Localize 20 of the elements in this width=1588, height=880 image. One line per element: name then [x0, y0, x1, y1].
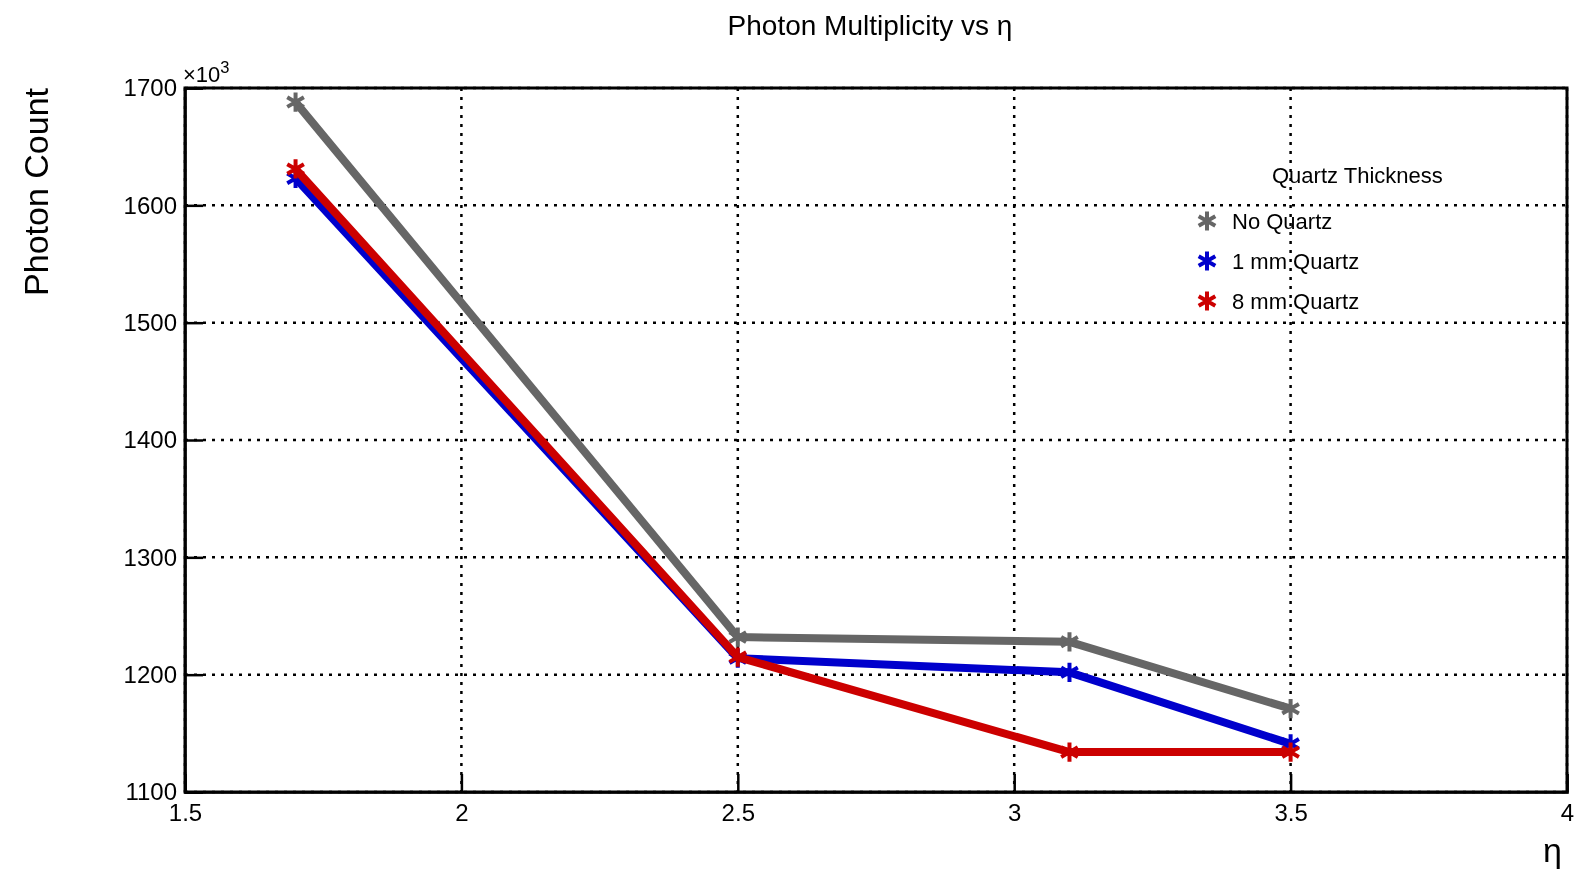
legend-label: No Quartz	[1232, 209, 1333, 234]
x-tick-label: 1.5	[168, 799, 203, 827]
y-tick-label: 1400	[123, 426, 177, 454]
legend-title: Quartz Thickness	[1272, 163, 1443, 188]
x-tick-label: 3	[1008, 799, 1022, 827]
y-tick-label: 1600	[123, 191, 177, 219]
x-tick-label: 2	[455, 799, 469, 827]
text: ×10$^{3}$	[183, 58, 230, 87]
y-tick-label: 1200	[123, 660, 177, 688]
y-axis-title: Photon Count	[17, 87, 55, 296]
x-tick-label: 4	[1560, 799, 1575, 827]
x-tick-label: 3.5	[1274, 799, 1308, 827]
chart-title: Photon Multiplicity vs η	[727, 10, 1013, 41]
legend-label: 8 mm Quartz	[1232, 289, 1360, 314]
y-tick-label: 1300	[123, 543, 177, 571]
y-tick-label: 1700	[123, 74, 177, 102]
x-tick-label: 2.5	[721, 799, 755, 827]
x-axis-title: η	[1543, 831, 1562, 869]
y-tick-label: 1500	[123, 308, 177, 336]
legend-label: 1 mm Quartz	[1232, 249, 1360, 274]
